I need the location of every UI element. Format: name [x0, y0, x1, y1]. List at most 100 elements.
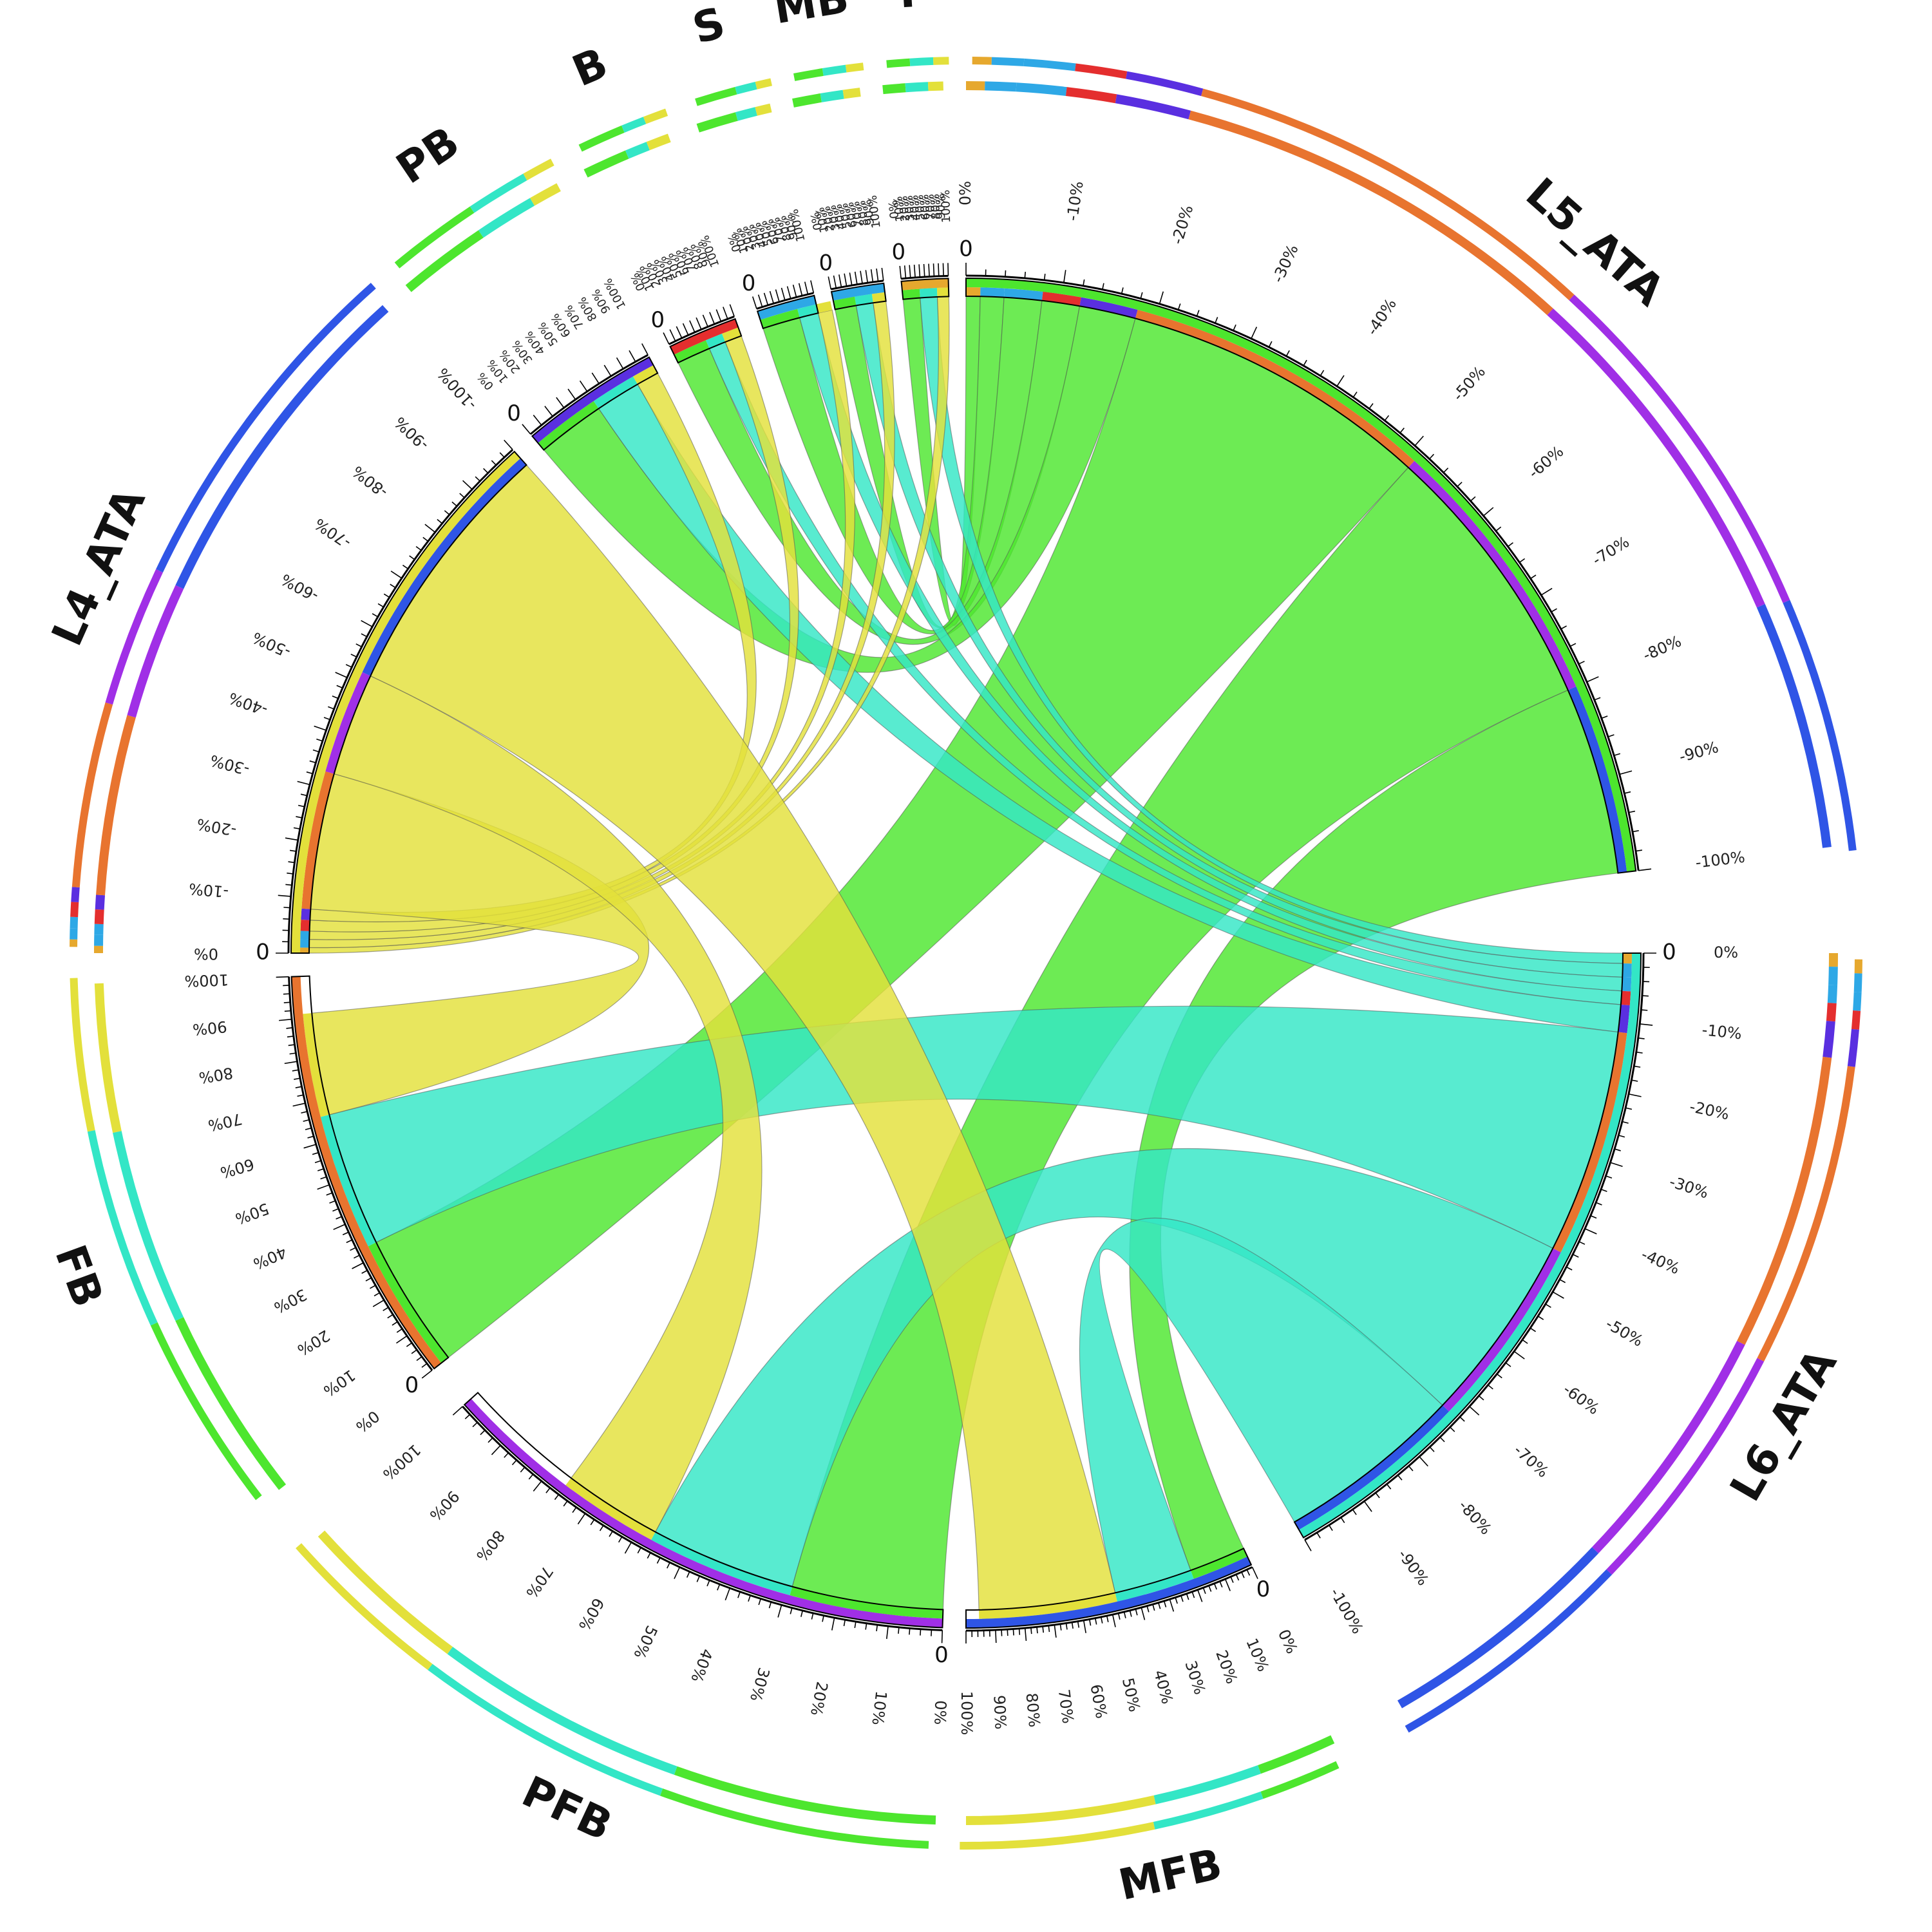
- tick-mark: [1399, 428, 1405, 433]
- tick-mark: [1285, 350, 1290, 357]
- track-subsegment: [936, 287, 949, 297]
- tick-mark: [1600, 1188, 1607, 1192]
- tick-mark: [1175, 1597, 1178, 1604]
- track-subsegment: [722, 327, 742, 342]
- outer-bar-inner: [1397, 1547, 1599, 1709]
- tick-mark: [444, 510, 450, 515]
- tick-mark: [276, 976, 289, 978]
- tick-mark: [1268, 341, 1273, 348]
- outer-bar-outer: [755, 78, 772, 90]
- tick-label: 80%: [473, 1527, 508, 1565]
- outer-bar-inner: [1737, 1056, 1832, 1345]
- tick-mark: [1316, 1532, 1321, 1539]
- tick-mark: [1397, 1475, 1403, 1481]
- tick-mark: [849, 272, 853, 286]
- tick-mark: [1191, 1591, 1195, 1598]
- tick-label: 0%: [194, 945, 218, 963]
- tick-mark: [1478, 1395, 1484, 1401]
- tick-mark: [336, 1216, 343, 1220]
- tick-mark: [306, 771, 313, 775]
- tick-label: -70%: [1510, 1441, 1552, 1481]
- sector-label-S: S: [687, 0, 730, 53]
- tick-mark: [1336, 375, 1345, 387]
- sector-axis-L5_ATA: [965, 274, 1640, 871]
- tick-mark: [350, 654, 357, 658]
- tick-mark: [406, 1342, 412, 1347]
- tick-mark: [459, 493, 465, 498]
- outer-bar-outer: [1405, 1569, 1613, 1733]
- tick-mark: [346, 1239, 353, 1244]
- sector-label-B: B: [565, 38, 614, 97]
- tick-mark: [1146, 1605, 1150, 1613]
- tick-label: 0%: [1714, 943, 1738, 961]
- tick-mark: [1375, 1492, 1380, 1499]
- tick-mark: [1488, 1384, 1493, 1390]
- tick-mark: [1572, 1254, 1579, 1258]
- outer-bar-outer: [991, 57, 1025, 66]
- tick-label: 90%: [990, 1695, 1009, 1730]
- outer-bar-outer: [1783, 600, 1857, 851]
- tick-mark: [556, 397, 565, 408]
- tick-mark: [723, 307, 728, 319]
- tick-mark: [361, 633, 368, 638]
- tick-mark: [1419, 1456, 1428, 1467]
- tick-mark: [383, 593, 390, 598]
- tick-mark: [1622, 1121, 1629, 1124]
- outer-bar-outer: [87, 1130, 158, 1326]
- tick-mark: [637, 1547, 641, 1554]
- track-subsegment: [593, 376, 638, 409]
- outer-bar-inner: [1115, 94, 1191, 120]
- tick-mark: [1208, 1585, 1212, 1592]
- tick-mark: [1636, 1051, 1643, 1054]
- outer-bar-inner: [317, 1530, 453, 1654]
- tick-mark: [1197, 1589, 1203, 1602]
- track-subsegment: [1190, 1548, 1247, 1579]
- tick-mark: [798, 283, 803, 296]
- tick-mark: [629, 350, 636, 363]
- track-subsegment: [1622, 953, 1632, 964]
- tick-mark: [522, 424, 531, 435]
- tick-mark: [504, 439, 513, 450]
- track-subsegment: [979, 1593, 1117, 1619]
- tick-mark: [563, 1501, 568, 1507]
- tick-mark: [865, 270, 869, 283]
- tick-label: 70%: [522, 1563, 556, 1602]
- tick-mark: [1106, 1615, 1109, 1622]
- tick-mark: [748, 1595, 751, 1602]
- tick-label: 80%: [929, 194, 943, 220]
- outer-bar-outer: [70, 928, 78, 940]
- outer-bar-inner: [94, 909, 104, 925]
- tick-mark: [909, 1628, 911, 1635]
- tick-mark: [1329, 1524, 1333, 1531]
- outer-bar-inner: [1592, 1341, 1745, 1554]
- track-subsegment: [816, 301, 833, 314]
- tick-mark: [656, 1557, 661, 1564]
- tick-mark: [350, 1247, 356, 1251]
- track-subsegment: [902, 289, 920, 299]
- tick-label: 80%: [1023, 1692, 1044, 1728]
- tick-mark: [941, 1630, 943, 1643]
- tick-mark: [314, 1160, 321, 1164]
- outer-bar-outer: [1853, 973, 1862, 992]
- tick-mark: [923, 263, 925, 278]
- sector-label-FB: FB: [45, 1238, 113, 1313]
- track-subsegment: [1442, 1248, 1561, 1412]
- tick-mark: [567, 388, 576, 400]
- tick-label: 20%: [1212, 1648, 1241, 1687]
- outer-bar-outer: [70, 939, 78, 947]
- tick-mark: [876, 268, 879, 281]
- tick-mark: [284, 1061, 298, 1065]
- track-subsegment: [1041, 291, 1081, 307]
- tick-mark: [752, 296, 757, 309]
- tick-mark: [396, 1335, 408, 1344]
- tick-mark: [1552, 1291, 1564, 1299]
- tick-mark: [1559, 1279, 1566, 1283]
- tick-mark: [1601, 715, 1608, 719]
- tick-mark: [769, 290, 774, 304]
- tick-mark: [1566, 1266, 1573, 1271]
- outer-bar-inner: [625, 142, 650, 159]
- zero-label: 0: [405, 1372, 419, 1398]
- tick-label: -60%: [278, 570, 322, 605]
- tick-mark: [717, 1584, 721, 1591]
- tick-mark: [462, 480, 473, 490]
